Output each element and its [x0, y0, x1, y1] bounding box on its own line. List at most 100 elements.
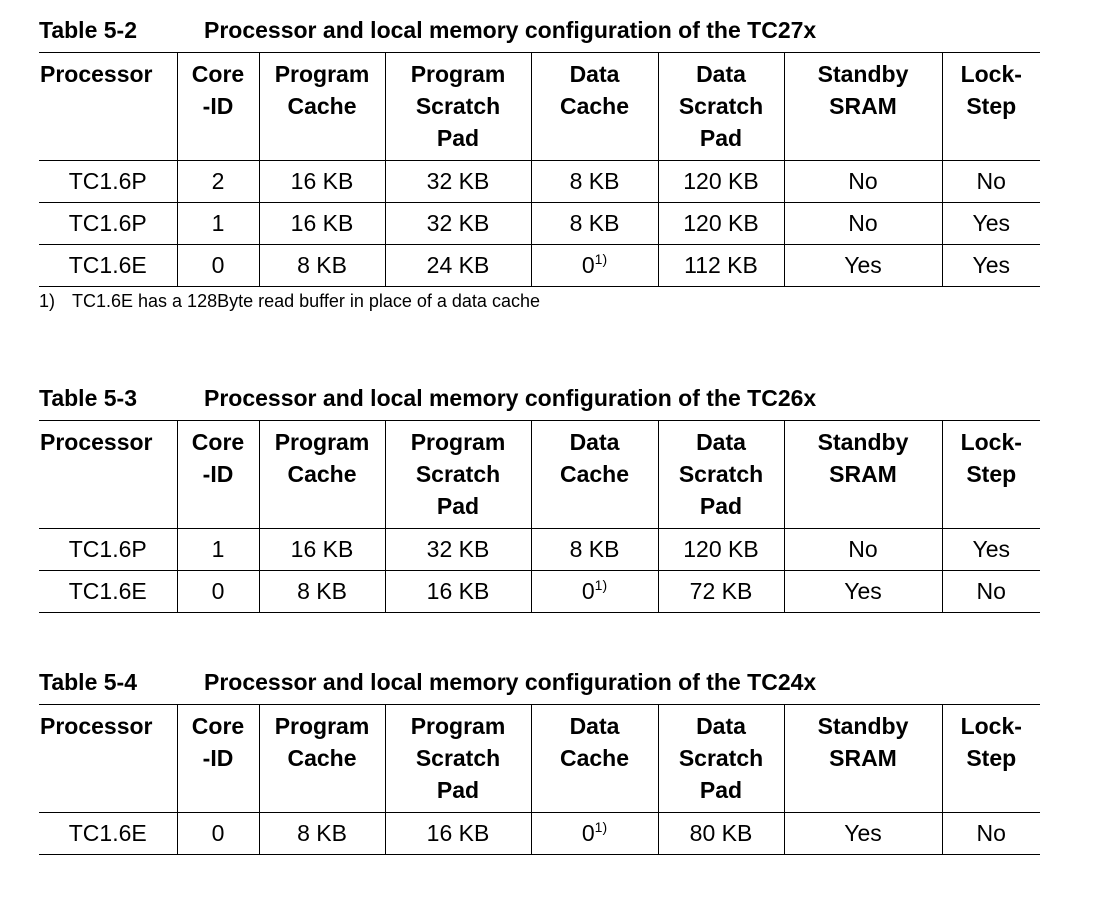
column-header-line: Scratch — [678, 461, 764, 487]
table-cell: 16 KB — [384, 812, 531, 855]
column-header-line: Lock- — [960, 429, 1022, 455]
header-row: Processor Core -ID Program Cache Program Scrat… — [39, 52, 1040, 161]
column-header-line: Pad — [436, 493, 480, 519]
cell-value: No — [976, 820, 1006, 846]
table-cell: Yes — [783, 244, 942, 287]
table-cell: 01) — [530, 244, 658, 287]
table-cell: No — [783, 202, 942, 245]
cell-value: TC1.6E — [68, 820, 147, 846]
cell-value: 8 KB — [569, 168, 620, 194]
column-header-line: Data — [696, 61, 746, 87]
cell-value: 1 — [211, 536, 225, 562]
table-cell: 1 — [176, 202, 259, 245]
table-row: TC1.6P 2 16 KB 32 KB 8 KB 120 KB No No — [39, 160, 1040, 203]
cell-value: TC1.6P — [68, 210, 147, 236]
cell-value: 8 KB — [569, 210, 620, 236]
table-block-tc27x: Table 5-2 Processor and local memory con… — [39, 16, 1040, 312]
cell-value: 16 KB — [290, 168, 354, 194]
table-row: TC1.6P 1 16 KB 32 KB 8 KB 120 KB No Yes — [39, 528, 1040, 571]
column-header-line: Program — [410, 713, 506, 739]
column-header-line: Pad — [436, 125, 480, 151]
table-cell: 32 KB — [384, 160, 531, 203]
cell-value: 2 — [211, 168, 225, 194]
column-header-line: Core — [191, 713, 245, 739]
table-cell: Yes — [941, 202, 1040, 245]
table-cell: 8 KB — [530, 528, 658, 571]
column-header: Processor — [39, 705, 177, 813]
column-header: Core -ID — [176, 420, 259, 529]
table-cell: 112 KB — [657, 244, 784, 287]
table-cell: 8 KB — [530, 160, 658, 203]
column-header: Data Cache — [530, 52, 658, 161]
table-cell: 80 KB — [657, 812, 784, 855]
cell-value: 112 KB — [684, 252, 758, 278]
column-header: Core -ID — [176, 704, 259, 813]
cell-value: 32 KB — [426, 536, 490, 562]
column-header-line: Lock- — [960, 61, 1022, 87]
cell-value: 16 KB — [426, 820, 490, 846]
cell-value: 16 KB — [290, 210, 354, 236]
table-cell: 8 KB — [258, 570, 385, 613]
table-cell: 16 KB — [258, 160, 385, 203]
table-cell: 16 KB — [384, 570, 531, 613]
cell-value: 24 KB — [426, 252, 490, 278]
header-row: Processor Core -ID Program Cache Program Scrat… — [39, 420, 1040, 529]
cell-value: 80 KB — [689, 820, 753, 846]
column-header-line: Pad — [699, 125, 743, 151]
column-header-line: Scratch — [678, 93, 764, 119]
column-header-line: Scratch — [415, 461, 501, 487]
column-header-line: SRAM — [829, 461, 897, 487]
table-cell: 32 KB — [384, 202, 531, 245]
cell-value: 0 — [581, 820, 595, 846]
column-header-line: Standby — [817, 61, 909, 87]
column-header-line: Data — [696, 429, 746, 455]
column-header: Data Cache — [530, 420, 658, 529]
column-header: Program Cache — [258, 420, 385, 529]
column-header-line: Program — [274, 713, 370, 739]
table-cell: No — [941, 160, 1040, 203]
column-header: Lock- Step — [941, 420, 1040, 529]
column-header: Program Cache — [258, 704, 385, 813]
cell-value: 16 KB — [290, 536, 354, 562]
column-header: Standby SRAM — [783, 420, 942, 529]
table-cell: 8 KB — [258, 812, 385, 855]
footnote: 1) TC1.6E has a 128Byte read buffer in pl… — [39, 291, 1040, 312]
column-header-line: -ID — [202, 93, 234, 119]
column-header: Program Cache — [258, 52, 385, 161]
table-title: Processor and local memory configuration… — [204, 385, 817, 411]
cell-value: 0 — [211, 578, 225, 604]
column-header: Standby SRAM — [783, 52, 942, 161]
table-row: TC1.6E 0 8 KB 16 KB 01) 72 KB Yes No — [39, 570, 1040, 613]
cell-value: 1 — [211, 210, 225, 236]
table-caption: Table 5-4 Processor and local memory con… — [39, 668, 1040, 696]
column-header-line: Processor — [40, 713, 153, 739]
table-cell: 120 KB — [657, 160, 784, 203]
cell-value: Yes — [972, 210, 1011, 236]
table-cell: 32 KB — [384, 528, 531, 571]
cell-value: No — [848, 210, 878, 236]
table-cell: 120 KB — [657, 202, 784, 245]
cell-value: Yes — [844, 578, 882, 604]
table-cell: TC1.6E — [39, 812, 177, 855]
cell-value: 32 KB — [426, 210, 490, 236]
cell-value: TC1.6P — [68, 168, 147, 194]
table-cell: No — [783, 160, 942, 203]
column-header: Lock- Step — [941, 704, 1040, 813]
table-cell: 72 KB — [657, 570, 784, 613]
column-header-line: Data — [569, 713, 620, 739]
table-cell: TC1.6P — [39, 202, 177, 245]
table-cell: TC1.6E — [39, 244, 177, 287]
column-header-line: SRAM — [829, 93, 897, 119]
table-cell: No — [783, 528, 942, 571]
cell-value: 120 KB — [683, 168, 759, 194]
column-header-line: Pad — [699, 777, 743, 803]
column-header: Program Scratch Pad — [384, 52, 531, 161]
footnote-marker: 1) — [39, 291, 56, 311]
table-row: TC1.6E 0 8 KB 16 KB 01) 80 KB Yes No — [39, 812, 1040, 855]
table-cell: TC1.6P — [39, 160, 177, 203]
column-header-line: Core — [191, 429, 245, 455]
cell-value: 72 KB — [689, 578, 753, 604]
column-header-line: Cache — [559, 745, 630, 771]
column-header: Data Scratch Pad — [657, 704, 784, 813]
cell-value: Yes — [972, 252, 1011, 278]
